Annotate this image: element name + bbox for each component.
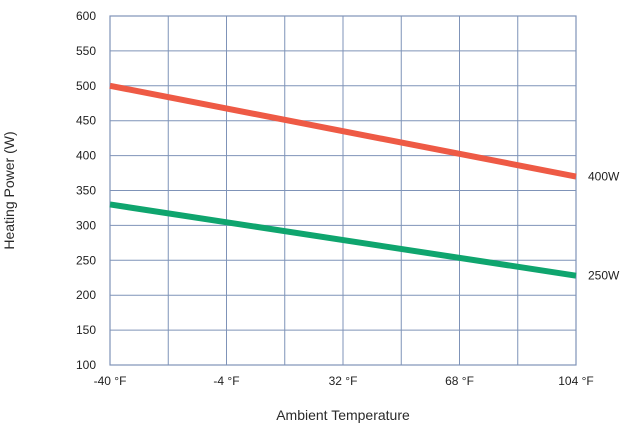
x-axis-title: Ambient Temperature [276, 407, 410, 423]
series-label-250w: 250W [588, 269, 620, 283]
y-tick-label: 350 [76, 184, 96, 198]
y-tick-label: 150 [76, 323, 96, 337]
y-tick-label: 550 [76, 44, 96, 58]
y-tick-label: 250 [76, 253, 96, 267]
y-axis-title: Heating Power (W) [1, 131, 17, 249]
x-tick-label: 104 °F [558, 374, 593, 388]
y-tick-label: 300 [76, 218, 96, 232]
y-tick-label: 400 [76, 149, 96, 163]
series-line-250w [109, 201, 577, 279]
x-axis-ticks: -40 °F -4 °F 32 °F 68 °F 104 °F [94, 374, 594, 388]
x-tick-label: 68 °F [445, 374, 474, 388]
x-tick-label: 32 °F [329, 374, 358, 388]
series-label-400w: 400W [588, 170, 620, 184]
series-line-400w [109, 82, 577, 180]
y-tick-label: 450 [76, 114, 96, 128]
series-end-labels: 400W 250W [588, 170, 620, 283]
y-tick-label: 600 [76, 9, 96, 23]
x-tick-label: -4 °F [213, 374, 239, 388]
x-tick-label: -40 °F [94, 374, 127, 388]
series-lines [109, 82, 577, 279]
y-tick-label: 500 [76, 79, 96, 93]
y-axis-ticks: 100 150 200 250 300 350 400 450 500 550 600 [76, 9, 96, 372]
y-tick-label: 200 [76, 288, 96, 302]
grid-lines [109, 15, 577, 366]
y-tick-label: 100 [76, 358, 96, 372]
